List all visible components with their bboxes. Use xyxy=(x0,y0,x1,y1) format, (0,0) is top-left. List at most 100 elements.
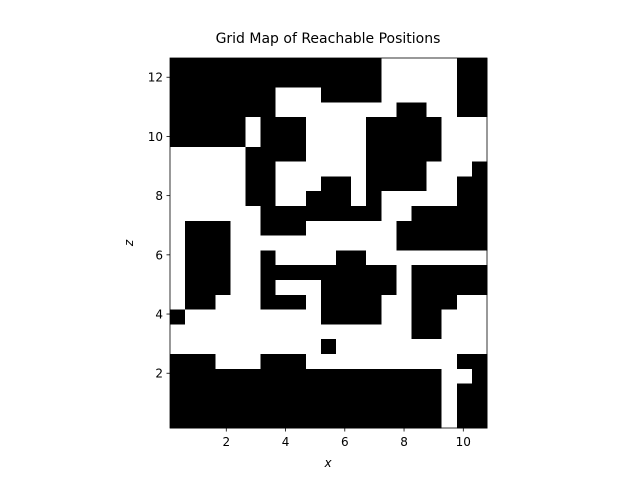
grid-cell xyxy=(471,191,488,207)
axes: 2 4 6 8 10 2 4 6 8 10 12 xyxy=(148,57,488,449)
grid-cell xyxy=(396,72,413,89)
grid-cell xyxy=(336,294,352,311)
grid-cell xyxy=(275,161,292,177)
grid-cell xyxy=(185,132,201,148)
grid-cell xyxy=(396,398,413,414)
x-tick-label: 10 xyxy=(456,435,471,449)
x-tick-label: 8 xyxy=(400,435,408,449)
grid-cell xyxy=(215,176,231,192)
grid-cell xyxy=(381,250,398,266)
grid-cell xyxy=(320,206,337,222)
grid-cell xyxy=(426,250,443,266)
grid-cell xyxy=(170,220,186,237)
grid-cell xyxy=(200,413,216,429)
grid-cell xyxy=(260,235,277,251)
grid-cell xyxy=(320,265,337,281)
grid-cell xyxy=(381,294,398,311)
grid-cell xyxy=(456,132,473,148)
grid-cell xyxy=(351,339,367,355)
grid-cell xyxy=(230,413,247,429)
grid-cell xyxy=(366,280,382,296)
grid-cell xyxy=(426,294,443,311)
grid-cell xyxy=(275,280,292,296)
grid-cell xyxy=(426,265,443,281)
grid-cell xyxy=(411,220,428,237)
grid-cell xyxy=(441,146,458,163)
y-tick-label: 8 xyxy=(155,189,163,203)
grid-cell xyxy=(366,398,382,414)
grid-cell xyxy=(200,58,216,74)
grid-cell xyxy=(200,250,216,266)
grid-cell xyxy=(381,280,398,296)
grid-cell xyxy=(305,339,322,355)
grid-cell xyxy=(275,383,292,399)
grid-cell xyxy=(366,294,382,311)
x-axis-label: x xyxy=(323,456,332,470)
grid-cell xyxy=(230,220,247,237)
grid-cell xyxy=(456,324,473,340)
grid-cell xyxy=(230,87,247,103)
grid-cell xyxy=(170,72,186,89)
grid-cell xyxy=(170,206,186,222)
grid-cell xyxy=(170,132,186,148)
grid-cell xyxy=(366,383,382,399)
grid-cell xyxy=(471,339,488,355)
grid-cell xyxy=(456,280,473,296)
grid-cell xyxy=(456,294,473,311)
grid-cell xyxy=(396,250,413,266)
grid-cell xyxy=(185,102,201,118)
grid-cell xyxy=(200,72,216,89)
grid-cell xyxy=(441,220,458,237)
grid-cell xyxy=(381,383,398,399)
grid-cell xyxy=(426,309,443,325)
grid-cell xyxy=(290,250,307,266)
grid-cell xyxy=(471,354,488,370)
grid-cell xyxy=(320,102,337,118)
grid-cell xyxy=(441,324,458,340)
grid-cell xyxy=(260,161,277,177)
grid-cell xyxy=(381,117,398,133)
grid-cell xyxy=(441,383,458,399)
grid-cell xyxy=(351,398,367,414)
grid-cell xyxy=(170,58,186,74)
grid-cell xyxy=(260,146,277,163)
grid-cell xyxy=(185,280,201,296)
grid-cell xyxy=(471,132,488,148)
x-tick-label: 6 xyxy=(341,435,349,449)
grid-cell xyxy=(185,324,201,340)
grid-cell xyxy=(200,309,216,325)
grid-cell xyxy=(170,191,186,207)
grid-cell xyxy=(411,146,428,163)
grid-cell xyxy=(396,235,413,251)
grid-cell xyxy=(260,220,277,237)
grid-cell xyxy=(351,294,367,311)
grid-cell xyxy=(230,102,247,118)
grid-cell xyxy=(320,368,337,385)
grid-cell xyxy=(441,280,458,296)
grid-cell xyxy=(320,339,337,355)
grid-cell xyxy=(456,398,473,414)
grid-cell xyxy=(230,398,247,414)
grid-cell xyxy=(245,220,262,237)
grid-cell xyxy=(200,324,216,340)
grid-cell xyxy=(456,161,473,177)
grid-cell xyxy=(200,339,216,355)
grid-cell xyxy=(200,398,216,414)
grid-cell xyxy=(290,354,307,370)
grid-cell xyxy=(275,206,292,222)
grid-cell xyxy=(351,368,367,385)
grid-cell xyxy=(471,309,488,325)
grid-cell xyxy=(320,250,337,266)
grid-cell xyxy=(230,235,247,251)
grid-cell xyxy=(411,383,428,399)
grid-cell xyxy=(245,72,262,89)
grid-cell xyxy=(230,176,247,192)
grid-cell xyxy=(411,413,428,429)
grid-cell xyxy=(426,176,443,192)
grid-cell xyxy=(245,354,262,370)
y-tick-label: 2 xyxy=(155,367,163,381)
grid-cell xyxy=(215,206,231,222)
grid-cell xyxy=(230,72,247,89)
grid-cell xyxy=(170,176,186,192)
grid-cell xyxy=(305,117,322,133)
